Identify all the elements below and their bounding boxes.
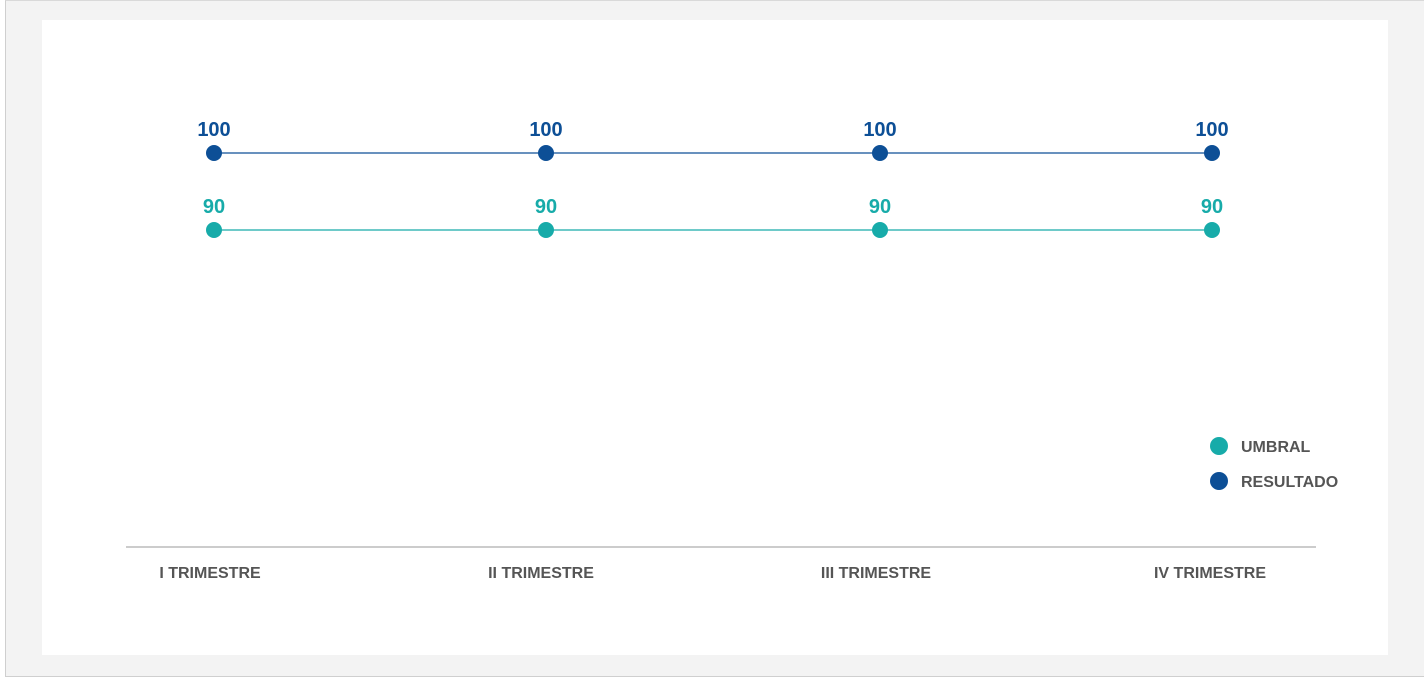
legend-marker <box>1210 437 1228 455</box>
data-point-resultado <box>872 145 888 161</box>
x-tick-label: IV TRIMESTRE <box>1154 565 1266 582</box>
data-point-umbral <box>206 222 222 238</box>
data-point-umbral <box>538 222 554 238</box>
x-tick-label: III TRIMESTRE <box>821 565 932 582</box>
x-tick-label: II TRIMESTRE <box>488 565 594 582</box>
data-label-umbral: 90 <box>869 196 891 218</box>
x-tick-label: I TRIMESTRE <box>159 565 261 582</box>
data-label-resultado: 100 <box>1195 119 1228 141</box>
data-label-umbral: 90 <box>203 196 225 218</box>
data-label-umbral: 90 <box>1201 196 1223 218</box>
data-point-umbral <box>872 222 888 238</box>
series-umbral: 90 90 90 90 <box>203 196 1223 238</box>
series-resultado: 100 100 100 100 <box>197 119 1229 161</box>
legend-label: RESULTADO <box>1241 474 1338 491</box>
legend-item-resultado: RESULTADO <box>1210 472 1338 491</box>
category-labels: I TRIMESTRE II TRIMESTRE III TRIMESTRE IV T… <box>159 565 1266 582</box>
series-layer: 100 100 100 100 90 90 90 90 <box>197 119 1229 238</box>
data-label-resultado: 100 <box>863 119 896 141</box>
legend-item-umbral: UMBRAL <box>1210 437 1311 456</box>
data-point-resultado <box>1204 145 1220 161</box>
legend-marker <box>1210 472 1228 490</box>
data-label-umbral: 90 <box>535 196 557 218</box>
data-point-umbral <box>1204 222 1220 238</box>
legend: UMBRAL RESULTADO <box>1210 437 1338 491</box>
data-label-resultado: 100 <box>197 119 230 141</box>
data-point-resultado <box>538 145 554 161</box>
data-point-resultado <box>206 145 222 161</box>
chart-panel <box>42 20 1388 655</box>
legend-label: UMBRAL <box>1241 439 1311 456</box>
data-label-resultado: 100 <box>529 119 562 141</box>
